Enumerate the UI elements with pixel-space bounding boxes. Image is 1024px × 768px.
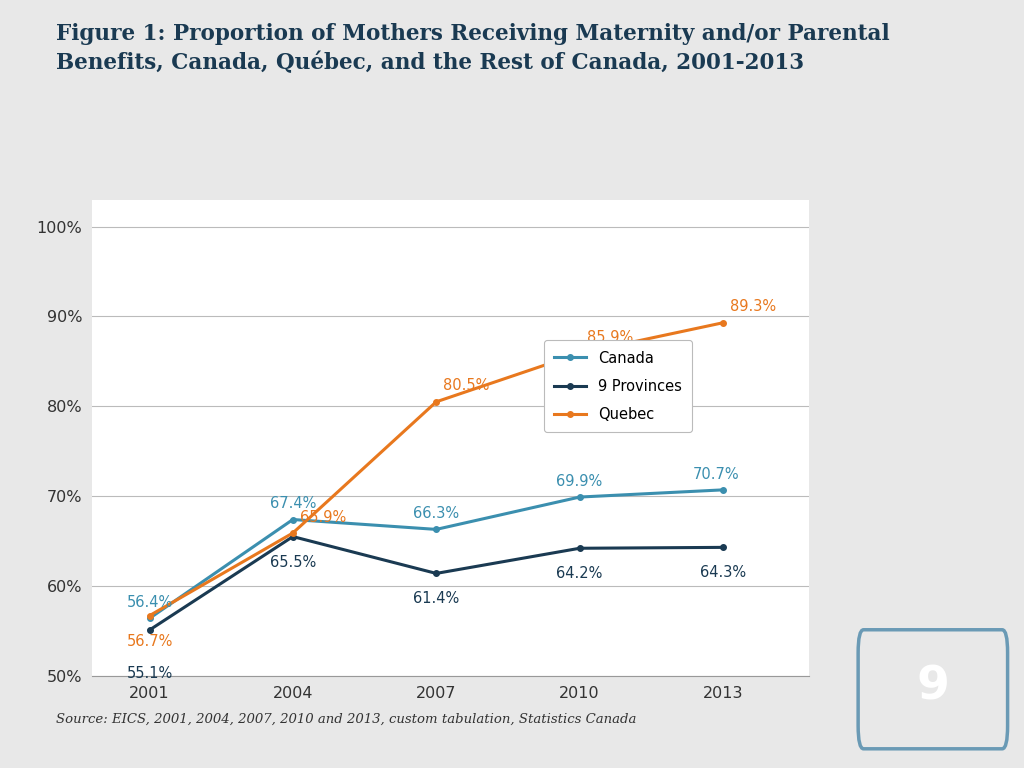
Text: 56.7%: 56.7%	[126, 634, 173, 649]
Quebec	[717, 318, 729, 327]
Canada	[717, 485, 729, 495]
Text: 70.7%: 70.7%	[692, 466, 739, 482]
Text: 61.4%: 61.4%	[413, 591, 460, 607]
Quebec	[287, 528, 299, 538]
Quebec	[573, 349, 586, 358]
9 Provinces	[287, 532, 299, 541]
Text: 64.3%: 64.3%	[699, 565, 746, 581]
9 Provinces	[143, 625, 156, 634]
Text: 66.3%: 66.3%	[413, 506, 460, 521]
Text: 56.4%: 56.4%	[126, 595, 173, 610]
Text: 69.9%: 69.9%	[556, 474, 603, 488]
Line: Canada: Canada	[146, 487, 726, 621]
Text: 67.4%: 67.4%	[269, 496, 316, 511]
Legend: Canada, 9 Provinces, Quebec: Canada, 9 Provinces, Quebec	[544, 340, 692, 432]
Line: 9 Provinces: 9 Provinces	[146, 534, 726, 633]
Line: Quebec: Quebec	[146, 320, 726, 618]
Text: 55.1%: 55.1%	[126, 666, 173, 681]
Quebec	[430, 397, 442, 406]
Text: 65.9%: 65.9%	[300, 510, 346, 525]
Canada	[143, 614, 156, 623]
Text: 89.3%: 89.3%	[730, 300, 776, 314]
Text: Source: EICS, 2001, 2004, 2007, 2010 and 2013, custom tabulation, Statistics Can: Source: EICS, 2001, 2004, 2007, 2010 and…	[56, 713, 637, 726]
Text: 9: 9	[916, 665, 949, 710]
Text: 85.9%: 85.9%	[587, 330, 633, 345]
Canada	[430, 525, 442, 534]
Quebec	[143, 611, 156, 621]
Text: 80.5%: 80.5%	[443, 379, 489, 393]
Text: Figure 1: Proportion of Mothers Receiving Maternity and/or Parental
Benefits, Ca: Figure 1: Proportion of Mothers Receivin…	[56, 23, 890, 74]
9 Provinces	[573, 544, 586, 553]
Text: 65.5%: 65.5%	[269, 554, 316, 570]
Canada	[573, 492, 586, 502]
Canada	[287, 515, 299, 524]
9 Provinces	[430, 569, 442, 578]
9 Provinces	[717, 543, 729, 552]
Text: 64.2%: 64.2%	[556, 566, 603, 581]
